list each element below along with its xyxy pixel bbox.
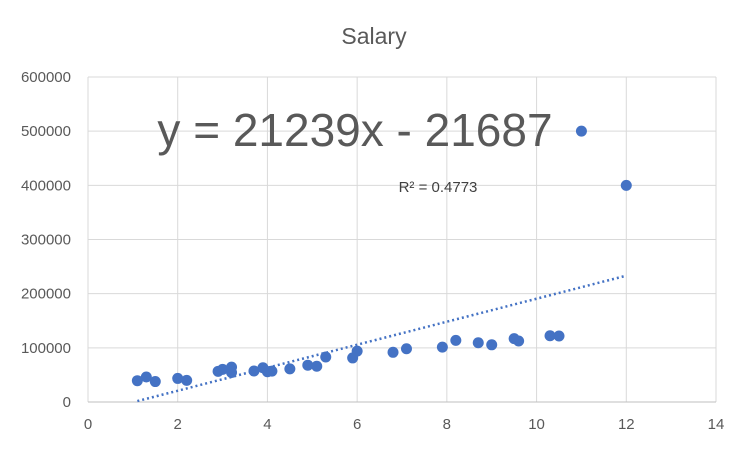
y-tick-label: 500000 [21, 123, 71, 140]
data-point [436, 341, 448, 353]
chart-title: Salary [341, 23, 407, 49]
data-point [450, 334, 462, 346]
data-point [181, 374, 193, 386]
x-tick-label: 2 [174, 416, 182, 433]
data-point [302, 359, 314, 371]
trendline [137, 274, 627, 403]
data-point [149, 376, 161, 388]
x-tick-label: 0 [84, 416, 92, 433]
x-tick-label: 8 [443, 416, 451, 433]
y-tick-label: 100000 [21, 340, 71, 357]
data-point [266, 365, 278, 377]
data-point [217, 363, 229, 375]
data-point [553, 330, 565, 342]
data-point [248, 365, 260, 377]
x-tick-label: 4 [263, 416, 271, 433]
data-point [620, 179, 632, 191]
data-point [131, 375, 143, 387]
data-point [351, 345, 363, 357]
y-tick-label: 400000 [21, 177, 71, 194]
data-point [320, 351, 332, 363]
data-point [513, 335, 525, 347]
x-tick-label: 12 [618, 416, 635, 433]
data-point [544, 330, 556, 342]
data-point [226, 361, 238, 373]
y-tick-label: 300000 [21, 232, 71, 249]
data-point [387, 346, 399, 358]
x-tick-label: 10 [528, 416, 545, 433]
data-point [311, 360, 323, 372]
r-squared-label: R² = 0.4773 [399, 179, 478, 196]
data-point [172, 372, 184, 384]
data-point [140, 371, 152, 383]
y-tick-label: 600000 [21, 69, 71, 86]
x-tick-label: 6 [353, 416, 361, 433]
trendline-equation: y = 21239x - 21687 [157, 104, 552, 156]
gridlines [87, 76, 717, 403]
y-tick-label: 200000 [21, 286, 71, 303]
data-point [400, 343, 412, 355]
axis-tick-labels: 0 2 4 6 8 10 12 14 0 100000 200000 300000 400000 5000… [21, 69, 724, 433]
x-tick-label: 14 [708, 416, 725, 433]
data-point [472, 337, 484, 349]
y-tick-label: 0 [63, 394, 71, 411]
data-points [131, 125, 632, 388]
data-point [486, 339, 498, 351]
data-point [575, 125, 587, 137]
data-point [284, 363, 296, 375]
